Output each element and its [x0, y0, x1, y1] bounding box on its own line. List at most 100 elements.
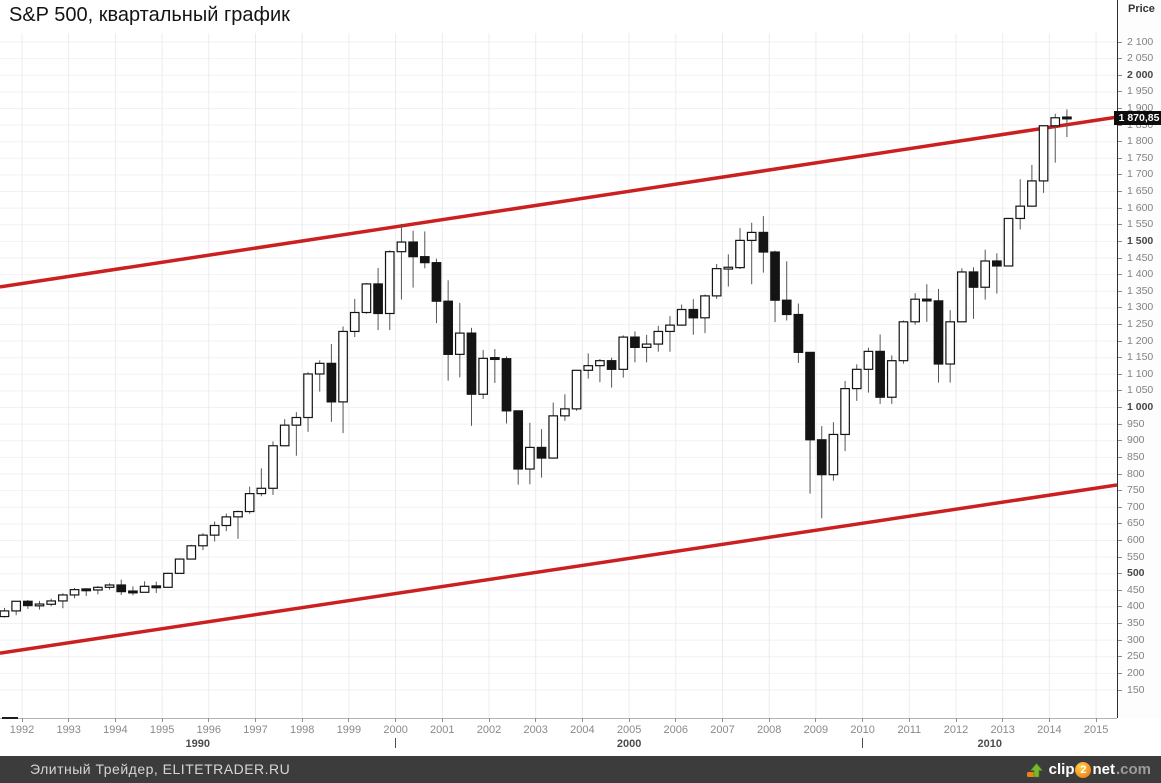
decade-divider	[862, 738, 864, 748]
time-axis[interactable]: 1992 1993 1994 1995 1996 1997 1998 1999 2000 2001…	[0, 717, 1161, 756]
year-tick	[768, 718, 770, 722]
price-tick-label: 350	[1127, 617, 1145, 630]
price-tick-label: 1 400	[1127, 268, 1154, 281]
candle-body	[384, 251, 395, 315]
candle-body	[1038, 125, 1049, 182]
price-tick-mark	[1118, 656, 1122, 658]
price-tick-label: 1 700	[1127, 168, 1154, 181]
price-tick-mark	[1118, 556, 1122, 558]
logo-text-com: .com	[1115, 761, 1151, 778]
year-label: 2000	[383, 724, 408, 736]
price-tick-mark	[1118, 606, 1122, 608]
candle-body	[303, 373, 313, 419]
candle-body	[828, 433, 839, 476]
price-tick-mark	[1118, 373, 1122, 375]
footer-bar: Элитный Трейдер, ELITETRADER.RU clip 2 n…	[0, 756, 1161, 783]
candle-body	[151, 585, 162, 589]
price-tick-label: 1 500	[1127, 234, 1154, 247]
plot-area[interactable]: S&P 500, квартальный график	[0, 0, 1117, 718]
year-tick	[815, 718, 817, 722]
price-tick-label: 1 800	[1127, 135, 1154, 148]
candle-body	[431, 262, 442, 302]
price-tick-mark	[1118, 257, 1122, 259]
candle-body	[1015, 205, 1026, 220]
price-tick-label: 2 000	[1127, 68, 1154, 81]
price-tick-mark	[1118, 639, 1122, 641]
year-tick	[1095, 718, 1097, 722]
candle-body	[81, 588, 92, 592]
candle-body	[980, 260, 991, 288]
candle-body	[69, 589, 80, 596]
price-tick-mark	[1118, 41, 1122, 43]
price-tick-mark	[1118, 323, 1122, 325]
candle-body	[641, 343, 652, 348]
price-tick-mark	[1118, 274, 1122, 276]
candle-body	[279, 424, 290, 447]
candle-body	[34, 603, 45, 607]
price-tick-mark	[1118, 58, 1122, 60]
price-tick-mark	[1118, 207, 1122, 209]
year-label: 2002	[476, 724, 502, 736]
price-tick-label: 1 900	[1127, 101, 1154, 114]
candle-body	[548, 415, 559, 459]
year-label: 2009	[803, 724, 829, 736]
candle-body	[886, 360, 897, 398]
candle-body	[163, 572, 173, 588]
price-tick-mark	[1118, 290, 1122, 292]
year-label: 2001	[430, 724, 455, 736]
year-label: 2012	[943, 724, 969, 736]
price-tick-mark	[1118, 390, 1122, 392]
year-label: 2015	[1083, 724, 1109, 736]
price-axis[interactable]: Price 150 200 250 300 350 400 450 500 550 600 650 7…	[1114, 0, 1161, 718]
candle-body	[46, 600, 57, 605]
decade-divider	[395, 738, 397, 748]
price-tick-mark	[1118, 456, 1122, 458]
year-tick	[161, 718, 163, 722]
price-tick-label: 1 300	[1127, 301, 1154, 314]
price-axis-label: Price	[1128, 3, 1155, 15]
candle-body	[186, 545, 197, 560]
price-tick-mark	[1118, 407, 1122, 409]
candlestick-chart[interactable]	[0, 0, 1117, 718]
candle-body	[571, 369, 582, 410]
price-tick-label: 600	[1127, 533, 1145, 546]
candle-body	[781, 299, 792, 316]
price-tick-label: 1 150	[1127, 351, 1154, 364]
price-tick-label: 650	[1127, 517, 1145, 530]
price-tick-mark	[1118, 91, 1122, 93]
price-tick-label: 900	[1127, 434, 1145, 447]
candle-body	[700, 295, 710, 319]
year-tick	[1002, 718, 1004, 722]
year-tick	[441, 718, 443, 722]
candle-body	[711, 268, 722, 297]
candle-body	[244, 493, 255, 513]
year-label: 2004	[570, 724, 595, 736]
candle-body	[0, 610, 10, 618]
logo-text-clip: clip	[1048, 761, 1075, 778]
year-label: 2014	[1037, 724, 1062, 736]
candle-body	[816, 439, 827, 476]
candle-body	[910, 298, 920, 323]
price-tick-label: 300	[1127, 633, 1145, 646]
candle-body	[338, 330, 348, 403]
clip2net-logo[interactable]: clip 2 net .com	[1026, 756, 1151, 783]
candle-body	[735, 239, 745, 269]
candle-body	[618, 336, 629, 370]
year-label: 2006	[663, 724, 689, 736]
lower-channel-line	[0, 483, 1117, 655]
candle-body	[268, 445, 278, 489]
candle-body	[1062, 116, 1072, 120]
candle-body	[595, 360, 605, 367]
price-tick-label: 950	[1127, 417, 1145, 430]
price-tick-label: 2 050	[1127, 52, 1154, 65]
candle-body	[676, 308, 687, 326]
candle-body	[128, 590, 138, 594]
candle-body	[851, 368, 862, 390]
candle-body	[22, 600, 33, 607]
price-tick-mark	[1118, 107, 1122, 109]
logo-text-net: net	[1092, 761, 1115, 778]
candle-body	[221, 516, 232, 527]
year-tick	[1048, 718, 1050, 722]
price-tick-mark	[1118, 307, 1122, 309]
